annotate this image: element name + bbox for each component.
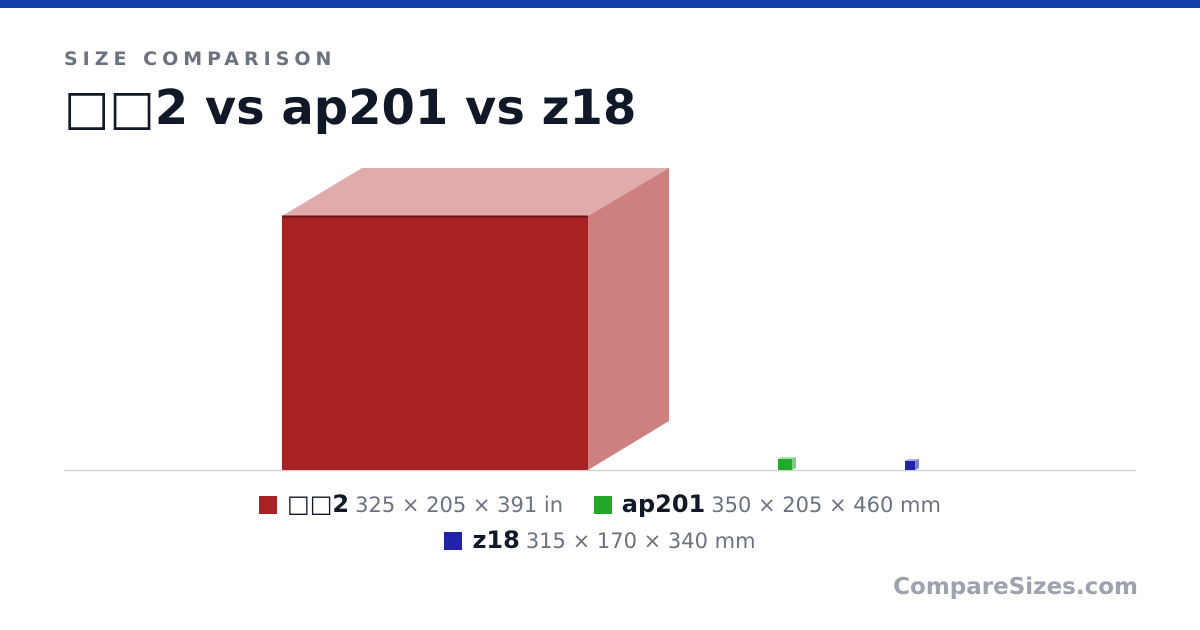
legend-swatch-2 (593, 495, 612, 514)
box-item-1-side (588, 168, 669, 470)
legend-dims-1: 325 × 205 × 391 in (355, 492, 564, 517)
legend-name-2: ap201 (621, 489, 706, 518)
legend-item-2: ap201 350 × 205 × 460 mm (593, 489, 941, 520)
legend-item-3: z18 315 × 170 × 340 mm (444, 525, 756, 556)
legend-dims-3: 315 × 170 × 340 mm (525, 528, 756, 553)
box-item-2 (778, 457, 796, 470)
box-item-3-side (915, 459, 919, 470)
legend-name-3: z18 (472, 525, 520, 554)
box-item-2-side (792, 457, 796, 470)
box-item-3-top (905, 459, 919, 461)
page-title: □□2 vs ap201 vs z18 (64, 80, 637, 136)
box-item-1-front (282, 216, 588, 470)
legend-row-2: z18 315 × 170 × 340 mm (0, 524, 1200, 556)
brand-watermark[interactable]: CompareSizes.com (893, 574, 1138, 600)
box-item-1 (282, 168, 669, 470)
eyebrow-label: SIZE COMPARISON (64, 48, 337, 70)
legend-item-1: □□2 325 × 205 × 391 in (259, 489, 563, 520)
legend-row-1: □□2 325 × 205 × 391 in ap201 350 × 205 × 4… (0, 488, 1200, 520)
box-item-2-front (778, 459, 792, 470)
box-item-3 (905, 459, 919, 470)
top-accent-bar (0, 0, 1200, 8)
box-item-1-top (282, 168, 669, 216)
box-item-2-top (778, 457, 796, 459)
legend-swatch-1 (259, 495, 278, 514)
box-item-3-front (905, 461, 915, 470)
legend-dims-2: 350 × 205 × 460 mm (711, 492, 941, 517)
legend-name-1: □□2 (287, 489, 350, 518)
legend-swatch-3 (444, 531, 463, 550)
